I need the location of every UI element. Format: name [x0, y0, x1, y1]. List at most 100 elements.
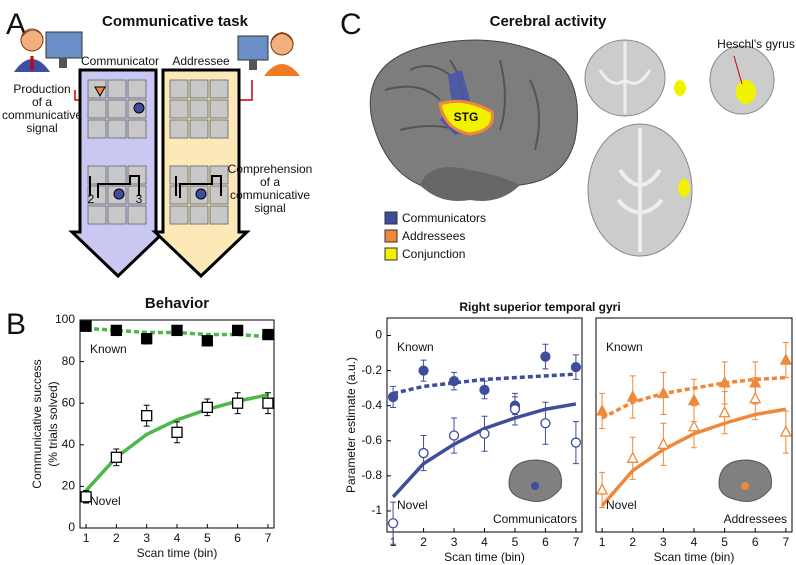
region-label: STG — [454, 110, 479, 124]
legend-label: Communicators — [402, 211, 486, 225]
grid-cell — [189, 165, 209, 185]
x-tick-label: 4 — [481, 535, 488, 549]
x-tick-label: 5 — [721, 535, 728, 549]
mini-brain-roi — [531, 482, 539, 490]
y-tick-label: 40 — [62, 437, 76, 451]
grid-cell — [209, 119, 229, 139]
marker — [687, 419, 701, 432]
x-tick-label: 5 — [204, 531, 211, 545]
marker — [141, 333, 153, 345]
mini-brain — [508, 459, 562, 502]
grid-cell — [169, 165, 189, 185]
marker — [779, 425, 792, 437]
grid-cell — [87, 99, 107, 119]
marker — [657, 437, 670, 449]
grid-cell — [189, 119, 209, 139]
marker — [110, 451, 123, 463]
y-axis-label: Parameter estimate (a.u.) — [344, 357, 358, 493]
marker — [779, 353, 792, 365]
x-tick-label: 2 — [113, 531, 120, 545]
x-tick-label: 6 — [542, 535, 549, 549]
grid-cell — [127, 79, 147, 99]
step-label: 2 — [88, 192, 95, 206]
marker — [626, 390, 639, 402]
grid-cell — [209, 205, 229, 225]
series-label: Novel — [397, 498, 428, 512]
x-tick-label: 6 — [752, 535, 759, 549]
marker — [570, 437, 582, 448]
marker — [141, 410, 153, 422]
marker — [231, 397, 244, 409]
marker — [262, 397, 274, 409]
panel-c: C Cerebral activity STG Heschl's gyrus C… — [340, 8, 795, 261]
addressee-icon — [237, 32, 300, 76]
note-line: of a — [260, 175, 280, 189]
y-tick-label: -0.6 — [361, 433, 382, 447]
x-tick-label: 2 — [420, 535, 427, 549]
series-label: Known — [397, 340, 434, 354]
grid-cell — [87, 119, 107, 139]
marker — [418, 447, 429, 459]
series-label: Known — [606, 340, 643, 354]
marker — [448, 375, 460, 387]
x-tick-label: 1 — [83, 531, 90, 545]
chart-label: Addressees — [724, 512, 787, 526]
y-tick-label: 0 — [68, 520, 75, 534]
grid-cell — [169, 205, 189, 225]
column-label: Addressee — [172, 54, 230, 68]
y-tick-label: 60 — [62, 395, 76, 409]
marker — [479, 384, 490, 396]
grid-cell — [107, 205, 127, 225]
chart-title: Right superior temporal gyri — [459, 300, 620, 314]
x-tick-label: 4 — [691, 535, 698, 549]
marker — [479, 428, 490, 439]
column-label: Communicator — [81, 54, 159, 68]
y-tick-label: -0.4 — [361, 398, 382, 412]
marker — [718, 405, 731, 418]
marker — [687, 393, 701, 406]
grid-cell — [209, 79, 229, 99]
x-tick-label: 3 — [660, 535, 667, 549]
note-line: Production — [13, 82, 70, 96]
marker — [657, 386, 670, 399]
y-axis-label: Communicative success — [30, 359, 44, 488]
x-axis-label: Scan time (bin) — [654, 550, 735, 564]
grid-cell — [87, 205, 107, 225]
grid-cell — [189, 79, 209, 99]
panel-label: B — [6, 308, 26, 341]
marker — [626, 451, 639, 463]
marker — [110, 324, 123, 337]
panel-label: A — [6, 8, 26, 41]
x-tick-label: 2 — [629, 535, 636, 549]
marker — [201, 335, 213, 347]
marker — [387, 518, 399, 529]
panel-title: Communicative task — [102, 13, 249, 30]
chart-title: Behavior — [145, 295, 209, 312]
grid-cell — [209, 99, 229, 119]
x-tick-label: 5 — [512, 535, 519, 549]
marker — [570, 361, 582, 373]
note-line: communicative — [230, 188, 310, 202]
y-tick-label: 80 — [62, 354, 76, 368]
brain-lateral: STG — [369, 39, 578, 201]
grid-cell — [189, 99, 209, 119]
note-line: of a — [32, 95, 52, 109]
marker — [596, 404, 609, 416]
marker — [171, 324, 183, 337]
panel-label: C — [340, 8, 362, 41]
marker — [540, 418, 551, 429]
grid-cell — [127, 119, 147, 139]
fit-line — [392, 372, 577, 396]
series-label: Known — [90, 342, 127, 356]
legend-swatch — [384, 247, 398, 261]
x-tick-label: 7 — [265, 531, 272, 545]
communicator-icon — [14, 28, 83, 72]
x-tick-label: 1 — [599, 535, 606, 549]
x-tick-label: 4 — [174, 531, 181, 545]
grid-cell — [169, 79, 189, 99]
note-line: Comprehension — [228, 162, 313, 176]
marker — [387, 391, 399, 403]
grid-cell — [189, 205, 209, 225]
